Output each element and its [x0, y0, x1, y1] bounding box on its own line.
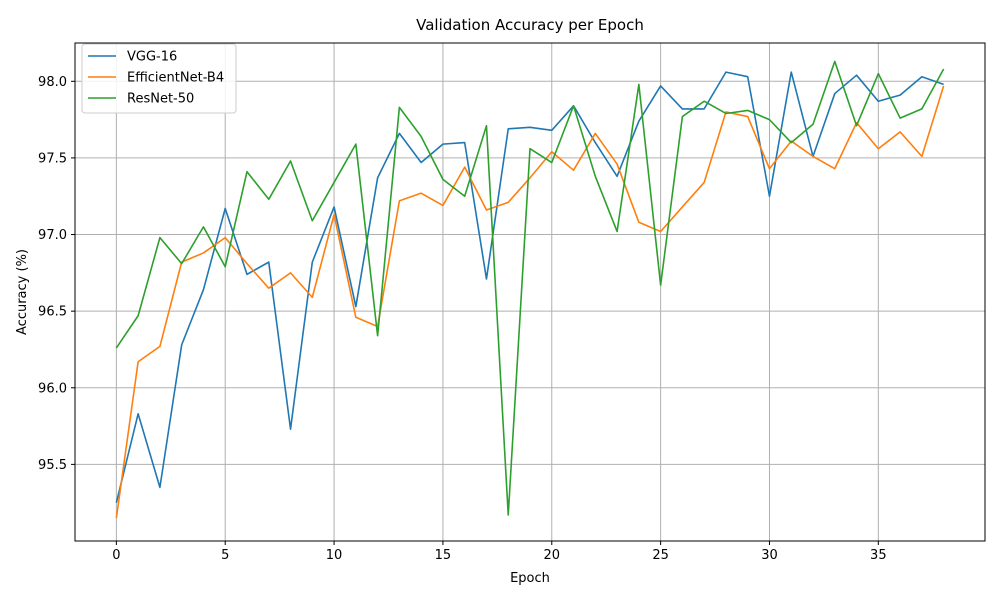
x-tick-label: 25 — [652, 548, 669, 563]
y-tick-label: 97.5 — [38, 151, 67, 166]
series-line-resnet-50 — [115, 60, 945, 516]
y-axis-ticks: 95.5 96.0 96.5 97.0 97.5 98.0 — [38, 75, 75, 473]
x-axis-ticks: 0 5 10 15 20 25 30 35 — [112, 541, 887, 563]
x-tick-label: 0 — [112, 548, 120, 563]
legend-label-efficientnet-b4: EfficientNet-B4 — [127, 71, 224, 86]
y-tick-label: 96.0 — [38, 381, 67, 396]
series-line-efficientnet-b4 — [115, 85, 945, 519]
grid-lines — [75, 43, 985, 541]
x-axis-label: Epoch — [510, 571, 550, 586]
x-tick-label: 10 — [326, 548, 343, 563]
legend-label-vgg-16: VGG-16 — [127, 50, 177, 65]
series-lines — [115, 60, 945, 519]
series-line-vgg-16 — [115, 71, 944, 503]
legend: VGG-16 EfficientNet-B4 ResNet-50 — [81, 43, 237, 114]
x-tick-label: 20 — [543, 548, 560, 563]
y-axis-label: Accuracy (%) — [15, 249, 30, 335]
x-tick-label: 5 — [221, 548, 229, 563]
y-tick-label: 96.5 — [38, 305, 67, 320]
plot-frame — [74, 42, 986, 542]
legend-box — [81, 43, 237, 114]
x-tick-label: 30 — [761, 548, 778, 563]
chart-title: Validation Accuracy per Epoch — [416, 16, 644, 34]
x-tick-label: 35 — [870, 548, 887, 563]
y-tick-label: 95.5 — [38, 458, 67, 473]
y-tick-label: 97.0 — [38, 228, 67, 243]
y-tick-label: 98.0 — [38, 75, 67, 90]
legend-label-resnet-50: ResNet-50 — [127, 92, 194, 107]
x-tick-label: 15 — [435, 548, 452, 563]
